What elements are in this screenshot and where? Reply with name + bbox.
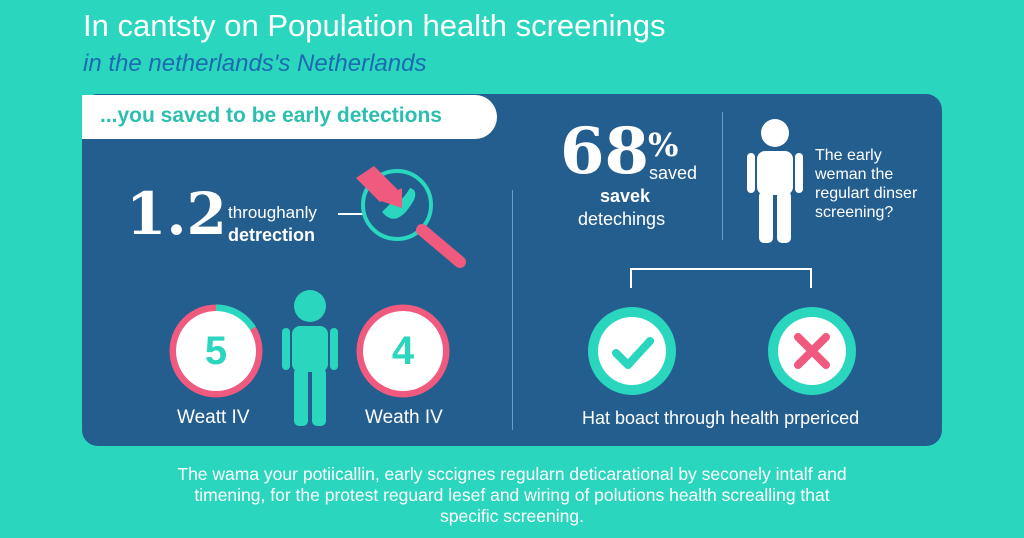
cross-icon — [768, 307, 856, 395]
page-subtitle: in the netherlands's Netherlands — [83, 50, 427, 77]
footer-line-3: specific screening. — [440, 506, 584, 526]
question-line-1: The early — [815, 147, 882, 164]
page-title: In cantsty on Population health screenin… — [83, 8, 666, 43]
banner-text: ...you saved to be early detections — [100, 104, 442, 127]
magnifier-icon — [356, 166, 466, 268]
arrow-icon — [356, 166, 402, 208]
stat-line-1: throughanly — [228, 203, 317, 222]
stat-sub-line-1: savek — [600, 186, 651, 206]
outcome-label: Hat boact through health prpericed — [582, 408, 860, 428]
question-text: The early weman the regulart dinser scre… — [815, 146, 917, 222]
footer-text: The wama your potiicallin, early sccigne… — [80, 464, 944, 527]
stat-sub-line-2: detechings — [578, 209, 666, 229]
percent-sign: % — [648, 126, 679, 164]
percent-suffix: saved — [649, 163, 698, 183]
banner — [82, 95, 497, 139]
ring-number-1: 5 — [176, 311, 256, 391]
percent-number: 68 — [560, 114, 650, 189]
ring-label-2: Weath IV — [365, 407, 443, 428]
center-divider — [512, 190, 513, 430]
question-line-4: screening? — [815, 204, 894, 221]
stat-number: 1.2 — [126, 180, 227, 248]
footer-line-1: The wama your potiicallin, early sccigne… — [177, 464, 847, 484]
ring-label-1: Weatt IV — [177, 407, 250, 428]
connector-line — [338, 213, 364, 215]
question-line-2: weman the — [815, 166, 894, 183]
branch-bracket — [630, 268, 812, 288]
ring-chart-1 — [169, 304, 263, 398]
stat-line-2: detrection — [228, 225, 316, 245]
person-icon — [282, 290, 338, 426]
right-divider — [722, 112, 723, 240]
question-line-3: regulart dinser — [815, 185, 918, 202]
footer-line-2: timening, for the protest reguard lesef … — [194, 485, 830, 505]
ring-number-2: 4 — [363, 311, 443, 391]
check-icon — [588, 307, 676, 395]
ring-chart-2 — [356, 304, 450, 398]
person-icon — [747, 119, 803, 243]
